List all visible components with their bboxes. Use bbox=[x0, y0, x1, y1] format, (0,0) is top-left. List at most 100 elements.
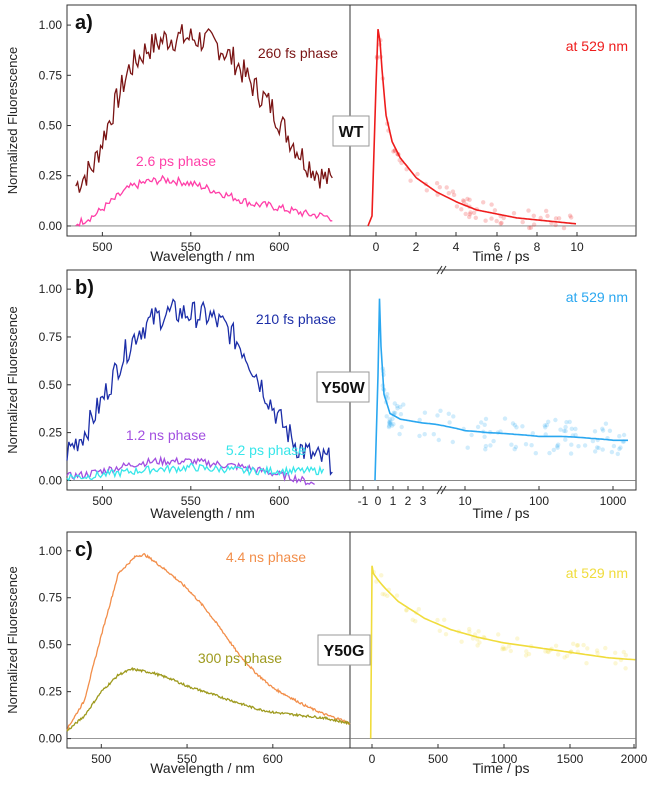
panel-frames bbox=[66, 4, 637, 749]
x-axis-label: Time / ps bbox=[472, 760, 529, 776]
data-point bbox=[562, 655, 567, 660]
data-point bbox=[491, 438, 496, 444]
data-point bbox=[382, 592, 387, 597]
data-point bbox=[563, 424, 568, 430]
data-point bbox=[417, 433, 422, 439]
data-point bbox=[508, 648, 513, 654]
trace-wavelength-label: at 529 nm bbox=[566, 565, 628, 581]
data-point bbox=[467, 197, 472, 202]
data-point bbox=[450, 189, 456, 194]
x-tick-label: 600 bbox=[269, 494, 289, 508]
y-tick-label: 1.00 bbox=[39, 18, 63, 32]
x-tick-label: 500 bbox=[92, 240, 112, 254]
data-point bbox=[467, 626, 472, 632]
data-point bbox=[463, 211, 468, 217]
data-point bbox=[413, 619, 418, 624]
data-point bbox=[401, 402, 406, 407]
series-line-2-6-ps-phase bbox=[75, 174, 333, 227]
data-point bbox=[510, 421, 516, 426]
x-tick-label: 6 bbox=[494, 240, 501, 254]
data-point bbox=[482, 434, 487, 439]
data-point bbox=[475, 643, 480, 648]
data-point bbox=[503, 646, 508, 651]
series-label: 260 fs phase bbox=[258, 45, 338, 61]
data-point bbox=[595, 651, 600, 656]
data-point bbox=[542, 423, 547, 428]
data-point bbox=[499, 220, 504, 226]
data-point bbox=[546, 419, 551, 424]
x-axis-label: Wavelength / nm bbox=[150, 760, 255, 776]
data-point bbox=[563, 437, 568, 442]
data-point bbox=[494, 218, 499, 224]
x-tick-label: 1000 bbox=[491, 752, 518, 766]
data-point bbox=[386, 423, 392, 428]
data-point bbox=[613, 650, 618, 655]
data-point bbox=[388, 422, 393, 427]
data-point bbox=[621, 432, 627, 438]
data-point bbox=[561, 225, 567, 231]
data-point bbox=[473, 215, 478, 220]
data-point bbox=[380, 591, 385, 597]
data-point bbox=[502, 416, 508, 421]
data-point bbox=[435, 413, 440, 418]
x-tick-label: 2 bbox=[405, 494, 412, 508]
data-point bbox=[392, 410, 398, 416]
data-point bbox=[415, 171, 420, 177]
data-point bbox=[571, 641, 576, 646]
data-point bbox=[529, 443, 534, 448]
fit-curve bbox=[367, 28, 577, 227]
data-point bbox=[395, 406, 400, 411]
x-tick-label: 1000 bbox=[600, 494, 627, 508]
data-point bbox=[489, 216, 494, 221]
data-point bbox=[523, 442, 529, 447]
data-point bbox=[569, 426, 574, 431]
data-point bbox=[438, 408, 443, 413]
data-point bbox=[451, 192, 457, 198]
x-tick-label: 100 bbox=[529, 494, 549, 508]
data-point bbox=[545, 649, 550, 654]
data-point bbox=[469, 432, 474, 438]
data-point bbox=[547, 450, 552, 456]
data-point bbox=[567, 419, 572, 425]
data-point bbox=[590, 438, 596, 444]
data-point bbox=[609, 449, 615, 455]
panel-label: a) bbox=[75, 12, 93, 34]
data-point bbox=[447, 420, 452, 425]
data-point bbox=[388, 419, 393, 424]
y-axis-label: Normalized Fluorescence bbox=[5, 47, 20, 194]
x-tick-label: 4 bbox=[453, 240, 460, 254]
y-tick-label: 0.50 bbox=[39, 638, 63, 652]
data-point bbox=[394, 593, 400, 598]
x-tick-label: 500 bbox=[428, 752, 448, 766]
data-point bbox=[556, 216, 562, 221]
data-point bbox=[422, 432, 427, 437]
data-point bbox=[389, 423, 395, 428]
data-point bbox=[546, 649, 551, 655]
data-point bbox=[387, 421, 392, 426]
data-point bbox=[483, 443, 489, 449]
fit-curve bbox=[369, 565, 636, 739]
data-point bbox=[574, 643, 580, 648]
data-point bbox=[594, 648, 600, 653]
data-point bbox=[593, 449, 598, 454]
x-tick-label: 0 bbox=[369, 752, 376, 766]
data-point bbox=[544, 208, 549, 214]
data-point bbox=[603, 645, 608, 651]
data-point bbox=[500, 647, 505, 652]
y-tick-label: 0.50 bbox=[39, 119, 63, 133]
data-point bbox=[404, 608, 409, 613]
data-point bbox=[553, 216, 559, 221]
data-point bbox=[621, 649, 626, 655]
data-point bbox=[384, 414, 389, 419]
data-point bbox=[582, 443, 588, 448]
data-point bbox=[437, 628, 442, 633]
x-tick-label: 1 bbox=[390, 494, 397, 508]
y-tick-label: 0.75 bbox=[39, 68, 63, 82]
data-point bbox=[563, 428, 568, 434]
axis-break-mark-top bbox=[440, 265, 447, 275]
x-tick-label: 550 bbox=[177, 752, 197, 766]
x-axis-label: Wavelength / nm bbox=[150, 248, 255, 264]
y-tick-label: 0.00 bbox=[39, 732, 63, 746]
data-point bbox=[444, 185, 449, 190]
